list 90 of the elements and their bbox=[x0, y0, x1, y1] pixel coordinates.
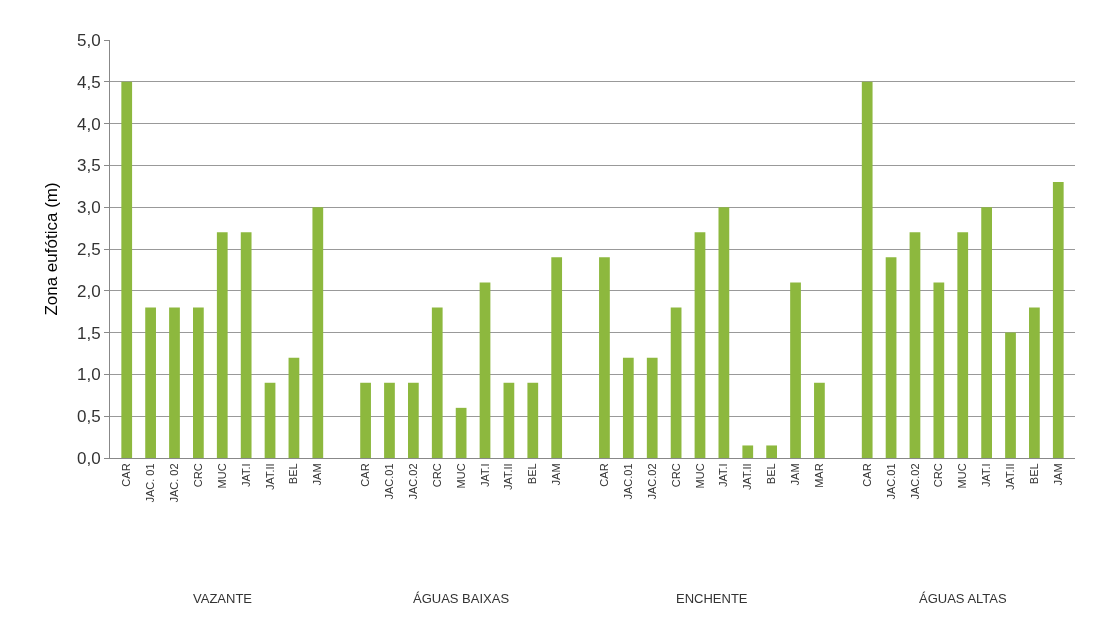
y-tick-label: 4,5 bbox=[76, 72, 101, 92]
text: VAZANTE bbox=[193, 591, 253, 606]
bar bbox=[527, 382, 539, 458]
bar bbox=[503, 382, 515, 458]
bar bbox=[957, 232, 969, 458]
bar bbox=[455, 407, 467, 458]
y-axis-title: Zona eufótica (m) bbox=[41, 182, 61, 316]
x-tick-label: CRC bbox=[669, 463, 682, 488]
bar bbox=[814, 382, 825, 458]
y-tick-label: 5,0 bbox=[76, 30, 101, 50]
x-tick-label: CAR bbox=[120, 463, 133, 487]
x-tick-label: JAT.I bbox=[717, 463, 730, 488]
x-tick-label: MUC bbox=[215, 463, 228, 489]
x-tick-label: JAT.II bbox=[1004, 463, 1017, 491]
x-tick-label: JAM bbox=[550, 463, 563, 486]
bar bbox=[742, 445, 754, 458]
bar bbox=[790, 282, 801, 458]
x-tick-label: JAC.01 bbox=[884, 463, 897, 500]
bar bbox=[169, 307, 180, 458]
bar bbox=[121, 81, 133, 458]
bar bbox=[264, 382, 276, 458]
bar bbox=[551, 257, 563, 458]
bar bbox=[861, 81, 873, 458]
x-tick-label: JAT.I bbox=[478, 463, 491, 488]
bar bbox=[193, 307, 204, 458]
x-tick-label: JAT.II bbox=[741, 463, 754, 491]
bar bbox=[646, 357, 658, 458]
x-tick-label: JAC.02 bbox=[645, 463, 658, 500]
bar bbox=[718, 207, 730, 458]
x-tick-label: JAC.01 bbox=[621, 463, 634, 500]
x-tick-label: JAC. 02 bbox=[168, 463, 181, 503]
bar bbox=[240, 232, 252, 458]
text: ÁGUAS ALTAS bbox=[919, 591, 1007, 606]
x-tick-label: BEL bbox=[526, 463, 539, 485]
y-tick-label: 4,0 bbox=[76, 114, 101, 134]
x-tick-label: JAM bbox=[789, 463, 802, 486]
bar bbox=[431, 307, 443, 458]
bar bbox=[384, 382, 395, 458]
x-tick-label: BEL bbox=[765, 463, 778, 485]
text: ENCHENTE bbox=[676, 591, 748, 606]
y-tick-label: 3,5 bbox=[76, 156, 101, 176]
y-tick-label: 1,0 bbox=[76, 365, 101, 385]
x-tick-label: BEL bbox=[287, 463, 300, 485]
x-tick-label: JAT.I bbox=[980, 463, 993, 488]
y-tick-label: 2,0 bbox=[76, 281, 101, 301]
bar bbox=[1029, 307, 1040, 458]
y-tick-label: 3,0 bbox=[76, 198, 101, 218]
x-tick-label: CRC bbox=[932, 463, 945, 488]
x-tick-label: MAR bbox=[812, 463, 825, 488]
x-tick-label: JAC.02 bbox=[908, 463, 921, 500]
bar bbox=[981, 207, 992, 458]
bar bbox=[216, 232, 228, 458]
bar bbox=[670, 307, 682, 458]
x-tick-label: CAR bbox=[359, 463, 372, 487]
y-tick-label: 0,5 bbox=[76, 407, 101, 427]
x-tick-label: MUC bbox=[693, 463, 706, 489]
x-tick-label: JAT.I bbox=[239, 463, 252, 488]
y-tick-label: 2,5 bbox=[76, 239, 101, 259]
bar bbox=[479, 282, 491, 458]
bar bbox=[909, 232, 921, 458]
bar bbox=[312, 207, 324, 458]
x-tick-label: CRC bbox=[430, 463, 443, 488]
bar bbox=[145, 307, 156, 458]
x-tick-label: JAC.01 bbox=[383, 463, 396, 500]
x-tick-label: JAM bbox=[311, 463, 324, 486]
bar bbox=[288, 357, 300, 458]
x-tick-label: CRC bbox=[191, 463, 204, 488]
bar bbox=[933, 282, 945, 458]
bar bbox=[407, 382, 419, 458]
x-tick-label: MUC bbox=[956, 463, 969, 489]
x-tick-label: CAR bbox=[598, 463, 611, 487]
bar bbox=[766, 445, 778, 458]
bar bbox=[622, 357, 634, 458]
bar bbox=[694, 232, 706, 458]
x-tick-label: JAC.02 bbox=[406, 463, 419, 500]
text: ÁGUAS BAIXAS bbox=[413, 591, 510, 606]
x-tick-label: MUC bbox=[454, 463, 467, 489]
bar bbox=[1005, 332, 1016, 458]
bar bbox=[599, 257, 610, 458]
y-tick-label: 1,5 bbox=[76, 323, 101, 343]
bar bbox=[885, 257, 897, 458]
x-tick-label: CAR bbox=[860, 463, 873, 487]
bar bbox=[1052, 182, 1064, 458]
x-tick-label: JAT.II bbox=[502, 463, 515, 491]
x-tick-label: JAC. 01 bbox=[144, 463, 157, 503]
y-tick-label: 0,0 bbox=[76, 448, 101, 468]
bar bbox=[360, 382, 371, 458]
x-tick-label: JAM bbox=[1051, 463, 1064, 486]
x-tick-label: BEL bbox=[1027, 463, 1040, 485]
x-tick-label: JAT.II bbox=[263, 463, 276, 491]
